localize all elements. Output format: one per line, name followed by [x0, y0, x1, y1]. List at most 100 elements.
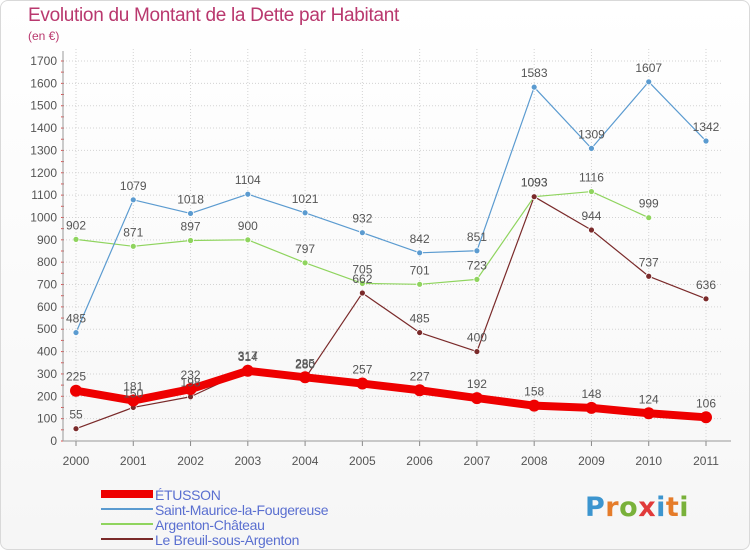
data-point [645, 272, 653, 280]
data-point [416, 249, 424, 257]
data-label: 485 [66, 312, 86, 326]
legend-item: Le Breuil-sous-Argenton [101, 532, 431, 548]
data-point [588, 226, 595, 234]
y-tick-label: 300 [37, 367, 57, 381]
data-label: 400 [467, 331, 487, 345]
data-point [356, 377, 369, 390]
legend-label: Argenton-Château [155, 517, 265, 533]
data-point [528, 399, 541, 412]
legend-item: Saint-Maurice-la-Fougereuse [101, 502, 431, 518]
data-label: 1342 [693, 120, 720, 134]
data-label: 1079 [120, 179, 147, 193]
data-point [416, 280, 424, 288]
data-label: 871 [123, 225, 143, 239]
data-label: 932 [352, 212, 372, 226]
x-tick-label: 2000 [63, 454, 90, 468]
data-label: 1104 [235, 173, 261, 187]
data-point [702, 137, 710, 145]
data-point [358, 289, 366, 297]
data-point [241, 364, 254, 377]
series-line-0 [72, 366, 710, 422]
data-point [129, 196, 137, 204]
data-label: 723 [467, 258, 487, 272]
data-point [700, 411, 712, 424]
data-point [645, 78, 653, 86]
data-label: 900 [238, 219, 258, 233]
data-label: 842 [410, 232, 430, 246]
y-tick-label: 600 [37, 300, 57, 314]
data-label: 257 [352, 363, 372, 377]
data-label: 944 [581, 209, 601, 223]
data-label: 1093 [521, 176, 548, 190]
data-label: 1021 [292, 192, 319, 206]
data-label: 232 [181, 368, 201, 382]
y-tick-label: 1400 [30, 121, 57, 135]
x-tick-label: 2007 [464, 454, 491, 468]
y-tick-label: 1600 [30, 76, 57, 90]
y-tick-label: 900 [37, 233, 57, 247]
data-point [473, 247, 481, 255]
logo-letter: P [585, 492, 606, 523]
data-point [530, 193, 538, 201]
data-label: 485 [410, 312, 430, 326]
data-point [301, 209, 309, 217]
chart-subtitle: (en €) [28, 29, 60, 43]
data-point [645, 214, 653, 222]
x-tick-label: 2011 [693, 454, 719, 468]
data-label: 1116 [579, 171, 604, 185]
logo-letter: i [656, 492, 666, 523]
data-point [585, 401, 598, 414]
data-label: 55 [69, 408, 83, 422]
data-label: 124 [639, 392, 659, 406]
data-point [301, 259, 309, 267]
data-label: 1018 [177, 192, 204, 206]
x-tick-label: 2001 [120, 454, 147, 468]
data-point [473, 275, 481, 283]
data-label: 1309 [578, 127, 605, 141]
data-point [588, 188, 595, 195]
legend-label: ÉTUSSON [155, 487, 221, 503]
x-tick-label: 2003 [234, 454, 261, 468]
data-label: 1583 [521, 66, 548, 80]
data-point [244, 190, 252, 198]
data-label: 1093 [521, 176, 548, 190]
data-label: 148 [581, 387, 601, 401]
data-label: 902 [66, 218, 86, 232]
x-tick-label: 2004 [292, 454, 319, 468]
legend-swatch [101, 508, 153, 510]
y-tick-label: 1100 [31, 188, 57, 202]
data-label: 999 [639, 197, 659, 211]
data-label: 662 [352, 272, 372, 286]
data-point [72, 235, 80, 243]
data-point [127, 394, 140, 407]
logo-letter: i [679, 492, 690, 523]
data-point [702, 295, 710, 303]
legend-swatch [101, 490, 153, 498]
data-label: 705 [352, 262, 372, 276]
data-point [187, 237, 194, 244]
y-tick-label: 1000 [30, 210, 57, 224]
y-tick-label: 1300 [30, 143, 57, 157]
data-label: 181 [123, 380, 143, 394]
data-point [184, 383, 197, 396]
legend-item: Argenton-Château [101, 517, 431, 533]
legend-swatch [101, 523, 153, 525]
logo-letter: o [619, 492, 639, 523]
data-point [358, 280, 366, 287]
data-label: 227 [410, 369, 430, 383]
x-tick-label: 2010 [635, 454, 662, 468]
data-point [72, 329, 80, 336]
data-label: 285 [295, 356, 315, 370]
logo-letter: r [605, 492, 620, 523]
legend-label: Le Breuil-sous-Argenton [155, 532, 300, 548]
y-tick-label: 500 [37, 322, 57, 336]
x-tick-label: 2006 [406, 454, 433, 468]
data-point [244, 236, 252, 244]
series-line-3 [75, 196, 707, 430]
logo-letter: x [638, 492, 657, 523]
series-line-1 [75, 81, 707, 334]
data-point [588, 144, 595, 152]
x-tick-label: 2008 [521, 454, 548, 468]
legend-label: Saint-Maurice-la-Fougereuse [155, 502, 329, 518]
